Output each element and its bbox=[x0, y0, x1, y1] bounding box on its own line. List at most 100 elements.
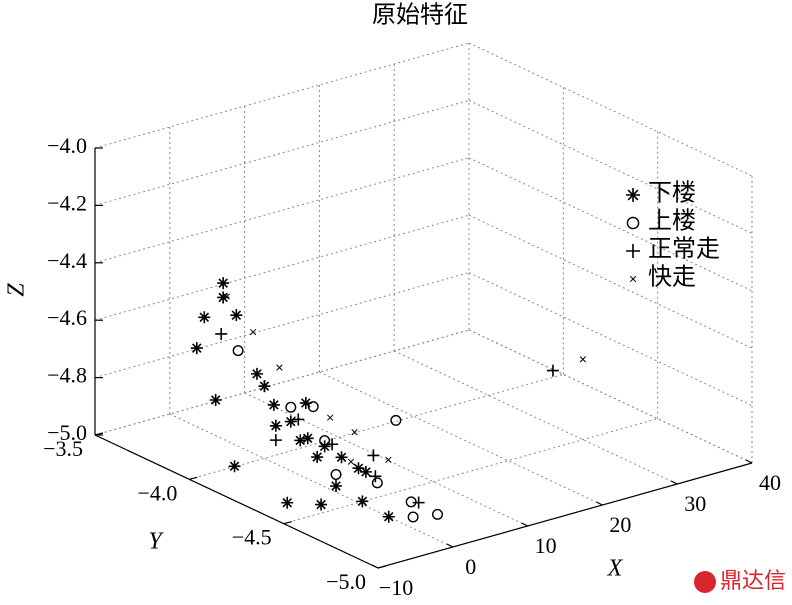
watermark-text: 鼎达信 bbox=[720, 569, 786, 594]
grid-line bbox=[94, 42, 470, 149]
data-point bbox=[250, 367, 263, 380]
grid-line bbox=[94, 329, 470, 436]
z-tick-label: −4.8 bbox=[47, 363, 87, 388]
grid-line bbox=[468, 272, 753, 407]
data-point bbox=[359, 465, 372, 478]
legend-label: 下楼 bbox=[648, 180, 696, 207]
data-point bbox=[335, 451, 348, 464]
legend-marker bbox=[626, 188, 640, 202]
y-tick bbox=[189, 476, 198, 480]
data-point bbox=[190, 342, 203, 355]
x-tick bbox=[670, 480, 678, 485]
data-point bbox=[318, 440, 331, 453]
x-tick-label: 20 bbox=[609, 512, 631, 537]
data-point bbox=[407, 511, 419, 523]
y-axis bbox=[94, 434, 379, 569]
data-point bbox=[356, 495, 369, 508]
data-point bbox=[385, 456, 392, 463]
legend-marker bbox=[629, 275, 637, 283]
y-tick-label: −5.0 bbox=[326, 569, 366, 594]
x-tick bbox=[745, 459, 753, 464]
data-point bbox=[367, 449, 380, 462]
data-point bbox=[198, 311, 211, 324]
data-point bbox=[284, 415, 297, 428]
data-point bbox=[215, 327, 228, 340]
grid-line bbox=[244, 392, 528, 527]
data-point bbox=[412, 496, 425, 509]
z-tick-label: −4.0 bbox=[47, 133, 87, 158]
data-point bbox=[307, 401, 319, 413]
y-tick bbox=[283, 521, 292, 525]
grid-line bbox=[94, 272, 470, 379]
legend-label: 正常走 bbox=[648, 236, 720, 263]
data-point bbox=[369, 470, 382, 483]
data-point bbox=[382, 510, 395, 523]
data-point bbox=[267, 398, 280, 411]
x-tick bbox=[521, 522, 528, 527]
grid-line bbox=[468, 329, 753, 464]
legend-label: 快走 bbox=[648, 264, 696, 291]
data-point bbox=[347, 458, 355, 465]
grid-line bbox=[94, 99, 470, 206]
legend-marker bbox=[626, 216, 640, 230]
data-point bbox=[371, 477, 383, 489]
data-point bbox=[351, 429, 358, 436]
data-point bbox=[281, 496, 294, 509]
chart-title: 原始特征 bbox=[372, 2, 468, 29]
legend-label: 上楼 bbox=[648, 208, 696, 235]
data-point bbox=[352, 462, 365, 475]
z-tick-label: −4.6 bbox=[47, 305, 87, 330]
grid-line bbox=[94, 214, 470, 321]
data-point bbox=[319, 435, 331, 447]
data-point bbox=[327, 414, 334, 421]
data-point bbox=[294, 434, 307, 447]
data-point bbox=[258, 380, 271, 393]
data-point bbox=[230, 309, 243, 322]
data-point bbox=[228, 460, 241, 473]
data-point bbox=[217, 291, 230, 304]
data-point bbox=[326, 438, 339, 451]
data-point bbox=[285, 401, 297, 413]
grid-line bbox=[319, 371, 603, 506]
z-tick-label: −5.0 bbox=[47, 420, 87, 445]
data-point bbox=[432, 508, 444, 520]
data-point bbox=[330, 469, 342, 481]
grid-line bbox=[169, 413, 454, 548]
data-point bbox=[276, 364, 283, 371]
grid-line bbox=[468, 99, 753, 234]
data-point bbox=[546, 364, 559, 377]
data-point bbox=[269, 434, 282, 447]
x-axis-label: X bbox=[607, 556, 624, 582]
data-point bbox=[269, 419, 282, 432]
x-tick-label: 10 bbox=[535, 533, 557, 558]
data-point bbox=[330, 480, 343, 493]
data-point bbox=[390, 414, 402, 426]
grid-line bbox=[468, 214, 753, 349]
grid-line bbox=[468, 157, 753, 292]
data-point bbox=[249, 328, 257, 336]
y-tick-label: −4.5 bbox=[232, 525, 272, 550]
x-axis bbox=[377, 462, 753, 569]
data-point bbox=[301, 432, 314, 445]
grid-line bbox=[94, 157, 470, 264]
watermark: 鼎达信 bbox=[694, 569, 786, 594]
z-tick-label: −4.2 bbox=[47, 190, 87, 215]
data-point bbox=[292, 413, 305, 426]
data-point bbox=[311, 451, 324, 464]
data-point bbox=[223, 293, 230, 300]
z-axis-label: Z bbox=[4, 283, 30, 297]
x-tick bbox=[446, 543, 454, 548]
data-point bbox=[217, 277, 230, 290]
x-tick-label: −10 bbox=[379, 575, 413, 600]
watermark-icon bbox=[694, 571, 716, 593]
data-point bbox=[209, 394, 222, 406]
y-axis-label: Y bbox=[148, 529, 164, 555]
y-tick-label: −4.0 bbox=[137, 480, 177, 505]
x-tick-label: 30 bbox=[684, 491, 706, 516]
data-point bbox=[315, 498, 328, 511]
y-tick bbox=[377, 565, 387, 569]
grid-line bbox=[393, 350, 678, 485]
x-tick bbox=[371, 564, 379, 569]
grid-line bbox=[468, 42, 753, 177]
